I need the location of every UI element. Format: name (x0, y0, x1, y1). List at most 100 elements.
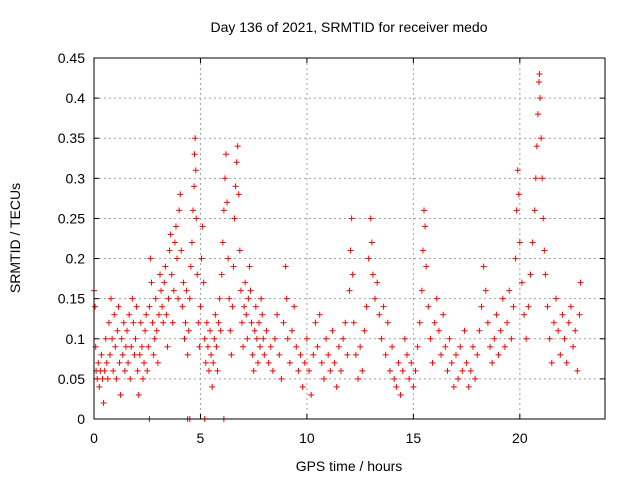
data-point (126, 311, 133, 318)
data-point (512, 255, 519, 262)
data-point (438, 351, 445, 358)
data-point (493, 311, 500, 318)
data-point (480, 263, 487, 270)
data-point (513, 207, 520, 214)
data-point (179, 303, 186, 310)
data-point (133, 303, 140, 310)
data-point (374, 279, 381, 286)
data-point (378, 335, 385, 342)
data-point (96, 383, 103, 390)
data-point (363, 303, 370, 310)
data-point (114, 327, 121, 334)
data-point (183, 287, 190, 294)
y-tick-label: 0.1 (66, 331, 86, 347)
data-point (191, 151, 198, 158)
data-point (327, 367, 334, 374)
data-point (168, 271, 175, 278)
data-point (331, 359, 338, 366)
data-point (211, 335, 218, 342)
data-point (433, 295, 440, 302)
data-point (141, 359, 148, 366)
data-point (257, 343, 264, 350)
data-point (128, 343, 135, 350)
data-point (472, 375, 479, 382)
data-point (196, 343, 203, 350)
plot-frame (93, 57, 606, 420)
data-point (226, 295, 233, 302)
data-point (406, 375, 413, 382)
data-point (265, 359, 272, 366)
data-point (403, 351, 410, 358)
data-point (212, 311, 219, 318)
data-point (256, 319, 263, 326)
data-point (129, 295, 136, 302)
data-point (286, 359, 293, 366)
data-point (152, 295, 159, 302)
data-point (461, 327, 468, 334)
data-point (352, 351, 359, 358)
y-tick-label: 0.25 (58, 210, 85, 226)
data-point (316, 311, 323, 318)
data-point (347, 247, 354, 254)
data-point (367, 215, 374, 222)
data-point (249, 351, 256, 358)
data-point (442, 343, 449, 350)
data-point (376, 311, 383, 318)
data-point (539, 175, 546, 182)
data-point (418, 287, 425, 294)
data-point (161, 279, 168, 286)
data-point (280, 319, 287, 326)
data-point (399, 367, 406, 374)
data-point (146, 303, 153, 310)
data-point (238, 319, 245, 326)
data-point (308, 391, 315, 398)
data-point (521, 311, 528, 318)
data-point (235, 191, 242, 198)
chart-title: Day 136 of 2021, SRMTID for receiver med… (210, 19, 487, 35)
data-point (210, 359, 217, 366)
data-point (228, 351, 235, 358)
data-point (303, 335, 310, 342)
data-point (236, 247, 243, 254)
data-point (134, 367, 141, 374)
data-point (276, 351, 283, 358)
data-point (295, 367, 302, 374)
data-point (516, 239, 523, 246)
data-point (559, 311, 566, 318)
data-point (159, 303, 166, 310)
data-point (223, 151, 230, 158)
data-point (495, 351, 502, 358)
data-point (104, 375, 111, 382)
y-tick-label: 0.15 (58, 291, 85, 307)
data-point (112, 343, 119, 350)
data-point (306, 367, 313, 374)
y-tick-label: 0.05 (58, 371, 85, 387)
data-point (525, 303, 532, 310)
data-point (149, 319, 156, 326)
data-point (219, 239, 226, 246)
data-point (553, 295, 560, 302)
data-point (497, 327, 504, 334)
data-point (518, 279, 525, 286)
data-point (344, 351, 351, 358)
data-point (389, 343, 396, 350)
data-point (100, 399, 107, 406)
data-point (95, 359, 102, 366)
data-point (121, 367, 128, 374)
data-point (297, 351, 304, 358)
data-point (284, 335, 291, 342)
data-point (127, 375, 134, 382)
data-point (531, 207, 538, 214)
data-point (137, 319, 144, 326)
data-point (124, 327, 131, 334)
data-point (197, 303, 204, 310)
data-point (101, 367, 108, 374)
data-point (452, 351, 459, 358)
data-point (180, 279, 187, 286)
data-point (154, 359, 161, 366)
data-point (314, 343, 321, 350)
data-point (227, 327, 234, 334)
data-point (177, 191, 184, 198)
data-point (491, 335, 498, 342)
data-point (535, 79, 542, 86)
